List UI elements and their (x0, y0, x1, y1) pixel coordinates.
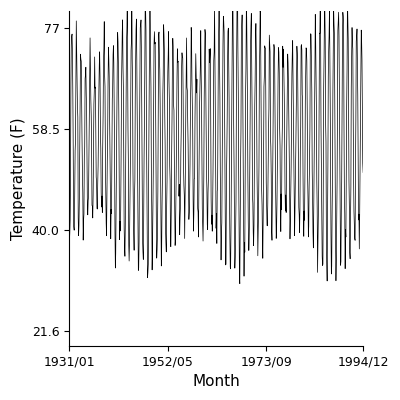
Y-axis label: Temperature (F): Temperature (F) (11, 117, 26, 240)
X-axis label: Month: Month (192, 374, 240, 389)
